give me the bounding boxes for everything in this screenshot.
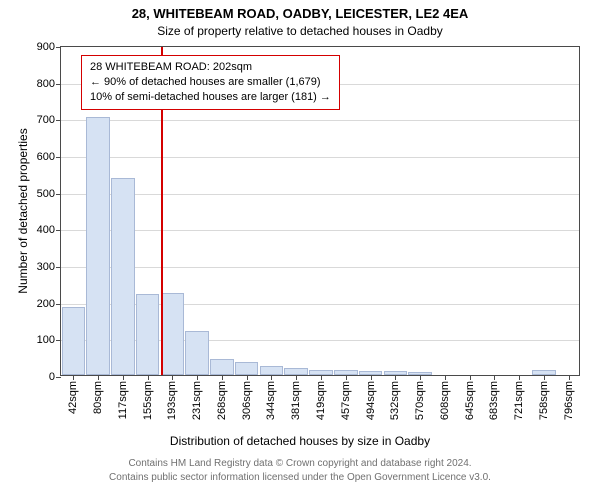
x-tick-mark: [494, 375, 495, 380]
gridline: [61, 230, 579, 231]
x-tick-mark: [148, 375, 149, 380]
gridline: [61, 194, 579, 195]
histogram-bar: [284, 368, 308, 375]
histogram-bar: [111, 178, 135, 375]
y-tick-mark: [56, 304, 61, 305]
annotation-line-2: ← 90% of detached houses are smaller (1,…: [90, 75, 331, 90]
y-tick-label: 400: [37, 224, 55, 236]
x-tick-label: 306sqm: [241, 381, 253, 420]
y-tick-mark: [56, 157, 61, 158]
x-tick-mark: [395, 375, 396, 380]
x-tick-mark: [420, 375, 421, 380]
x-tick-label: 683sqm: [488, 381, 500, 420]
x-tick-label: 608sqm: [439, 381, 451, 420]
x-tick-label: 758sqm: [538, 381, 550, 420]
y-tick-label: 0: [49, 371, 55, 383]
y-tick-label: 300: [37, 261, 55, 273]
x-tick-label: 419sqm: [315, 381, 327, 420]
x-axis-label: Distribution of detached houses by size …: [0, 434, 600, 448]
y-tick-label: 500: [37, 188, 55, 200]
histogram-bar: [260, 366, 284, 375]
y-tick-mark: [56, 267, 61, 268]
x-tick-mark: [247, 375, 248, 380]
gridline: [61, 120, 579, 121]
x-tick-mark: [73, 375, 74, 380]
y-tick-label: 200: [37, 298, 55, 310]
x-tick-mark: [222, 375, 223, 380]
x-tick-label: 231sqm: [191, 381, 203, 420]
x-tick-label: 344sqm: [265, 381, 277, 420]
y-tick-mark: [56, 194, 61, 195]
y-tick-label: 700: [37, 114, 55, 126]
histogram-bar: [136, 294, 160, 375]
y-tick-label: 800: [37, 78, 55, 90]
x-tick-mark: [172, 375, 173, 380]
x-tick-mark: [544, 375, 545, 380]
x-tick-label: 268sqm: [216, 381, 228, 420]
x-tick-mark: [197, 375, 198, 380]
x-tick-label: 796sqm: [563, 381, 575, 420]
y-tick-mark: [56, 47, 61, 48]
y-tick-mark: [56, 120, 61, 121]
y-tick-mark: [56, 230, 61, 231]
x-tick-label: 570sqm: [414, 381, 426, 420]
x-tick-label: 721sqm: [513, 381, 525, 420]
histogram-bar: [185, 331, 209, 375]
x-tick-label: 457sqm: [340, 381, 352, 420]
y-tick-mark: [56, 84, 61, 85]
annotation-line-3: 10% of semi-detached houses are larger (…: [90, 90, 331, 105]
x-tick-label: 645sqm: [464, 381, 476, 420]
histogram-bar: [86, 117, 110, 376]
y-tick-mark: [56, 340, 61, 341]
y-tick-label: 100: [37, 334, 55, 346]
x-tick-label: 80sqm: [92, 381, 104, 414]
chart-title: 28, WHITEBEAM ROAD, OADBY, LEICESTER, LE…: [0, 6, 600, 21]
y-axis-label: Number of detached properties: [16, 128, 30, 293]
histogram-bar: [210, 359, 234, 376]
credit-line-1: Contains HM Land Registry data © Crown c…: [0, 458, 600, 469]
annotation-line-1: 28 WHITEBEAM ROAD: 202sqm: [90, 60, 331, 75]
x-tick-mark: [321, 375, 322, 380]
x-tick-mark: [519, 375, 520, 380]
annotation-box: 28 WHITEBEAM ROAD: 202sqm ← 90% of detac…: [81, 55, 340, 110]
x-tick-mark: [296, 375, 297, 380]
x-tick-mark: [371, 375, 372, 380]
chart-subtitle: Size of property relative to detached ho…: [0, 24, 600, 38]
gridline: [61, 267, 579, 268]
y-tick-mark: [56, 377, 61, 378]
plot-area: 010020030040050060070080090042sqm80sqm11…: [60, 46, 580, 376]
y-tick-label: 900: [37, 41, 55, 53]
credit-line-2: Contains public sector information licen…: [0, 472, 600, 483]
x-tick-mark: [123, 375, 124, 380]
x-tick-mark: [346, 375, 347, 380]
x-tick-mark: [470, 375, 471, 380]
histogram-bar: [235, 362, 259, 375]
histogram-bar: [62, 307, 86, 375]
x-tick-label: 117sqm: [117, 381, 129, 419]
x-tick-label: 155sqm: [142, 381, 154, 420]
histogram-bar: [161, 293, 185, 376]
chart-container: 28, WHITEBEAM ROAD, OADBY, LEICESTER, LE…: [0, 0, 600, 500]
x-tick-label: 42sqm: [67, 381, 79, 414]
x-tick-label: 494sqm: [365, 381, 377, 420]
gridline: [61, 157, 579, 158]
x-tick-mark: [569, 375, 570, 380]
x-tick-mark: [445, 375, 446, 380]
y-tick-label: 600: [37, 151, 55, 163]
x-tick-label: 193sqm: [166, 381, 178, 420]
x-tick-mark: [98, 375, 99, 380]
x-tick-label: 532sqm: [389, 381, 401, 420]
x-tick-label: 381sqm: [290, 381, 302, 420]
x-tick-mark: [271, 375, 272, 380]
